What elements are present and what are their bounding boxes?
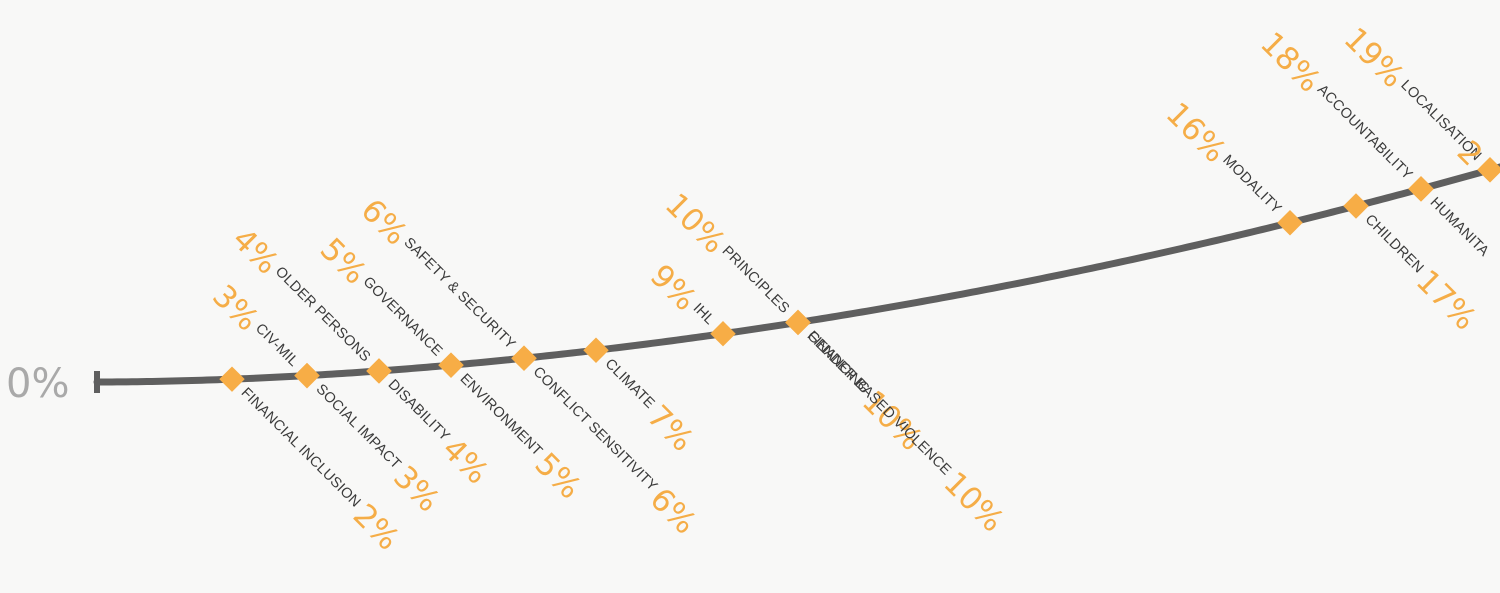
curve-layer: [93, 163, 1500, 386]
axis-start-label: 0%: [6, 361, 69, 407]
axis-layer: 0%: [6, 361, 100, 407]
topic-percent: 10%: [936, 465, 1010, 539]
topic-percent: 10%: [658, 187, 732, 261]
marker-social-impact: [294, 362, 320, 389]
marker-environment: [438, 352, 464, 378]
topic-label: SOCIAL IMPACT: [313, 381, 404, 472]
topic-percent: 16%: [1159, 96, 1233, 170]
topic-label: GENDER BASED VIOLENCE: [804, 328, 955, 479]
marker-modality: [1277, 209, 1303, 236]
marker-financial-inclusion: [219, 366, 245, 392]
marker-humanita: [1408, 176, 1434, 202]
topic-label: CIV-MIL: [252, 321, 301, 370]
topic-label: DISABILITY: [385, 377, 453, 445]
marker-layer: [219, 157, 1500, 392]
topic-label: MODALITY: [1219, 152, 1284, 217]
label-group-humanita: HUMANITA: [1427, 195, 1492, 260]
topic-label: CLIMATE: [602, 356, 658, 412]
marker-disability: [366, 358, 392, 384]
topic-percent: 18%: [1253, 25, 1327, 99]
marker-gender-based-violence: [785, 309, 811, 336]
topic-label: IHL: [690, 300, 718, 328]
topic-percent: 19%: [1337, 21, 1411, 95]
marker-ihl: [710, 320, 736, 347]
marker-children: [1343, 193, 1369, 219]
marker-conflict-sensitivity: [511, 345, 537, 371]
topic-percent: 17%: [1409, 263, 1483, 337]
marker-unlabeled: [1477, 157, 1500, 183]
topic-label: ACCOUNTABILITY: [1314, 82, 1415, 183]
topic-label: GOVERNANCE: [360, 274, 446, 360]
progress-curve: [93, 163, 1500, 386]
topic-label: PRINCIPLES: [719, 243, 793, 317]
topic-label: HUMANITA: [1427, 195, 1492, 260]
marker-climate: [583, 337, 609, 363]
topic-label: CHILDREN: [1362, 212, 1427, 277]
